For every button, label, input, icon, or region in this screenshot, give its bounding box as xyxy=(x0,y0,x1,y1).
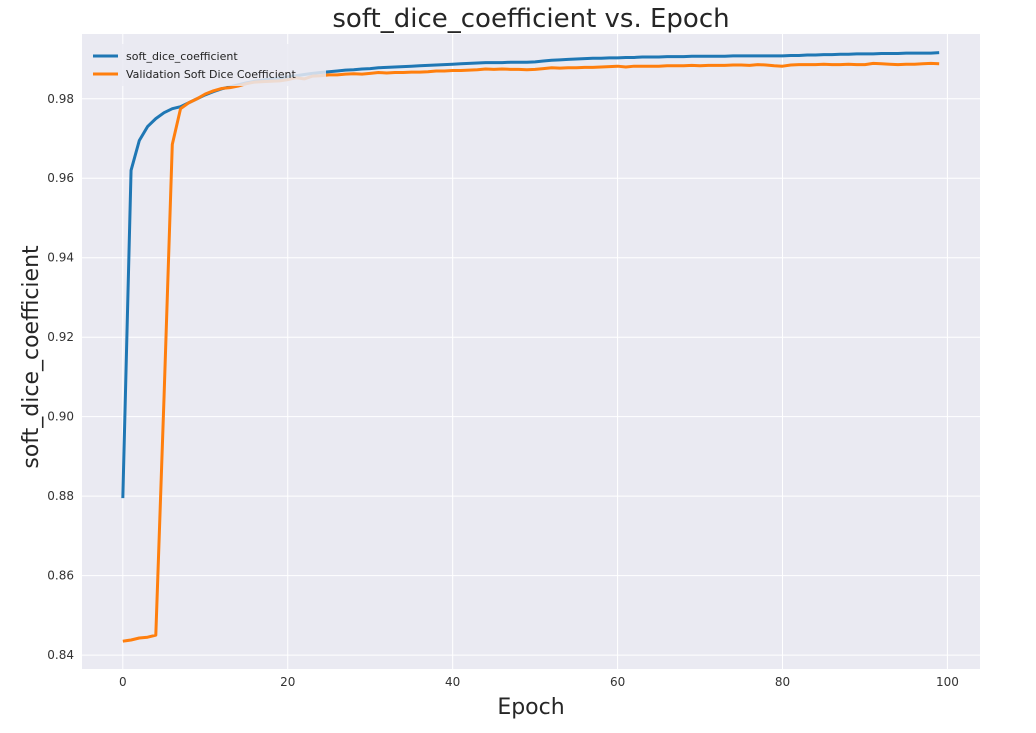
y-tick-label: 0.88 xyxy=(47,489,74,503)
x-tick-label: 0 xyxy=(119,675,127,689)
y-tick-labels: 0.84 0.86 0.88 0.90 0.92 0.94 0.96 0.98 xyxy=(47,92,74,662)
y-tick-label: 0.84 xyxy=(47,648,74,662)
x-axis-label: Epoch xyxy=(497,695,564,720)
y-tick-label: 0.98 xyxy=(47,92,74,106)
x-tick-labels: 0 20 40 60 80 100 xyxy=(119,675,959,689)
x-tick-label: 80 xyxy=(775,675,790,689)
y-tick-label: 0.96 xyxy=(47,171,74,185)
legend-label-soft-dice: soft_dice_coefficient xyxy=(126,50,238,63)
legend-label-validation: Validation Soft Dice Coefficient xyxy=(126,68,297,81)
y-tick-label: 0.92 xyxy=(47,330,74,344)
legend-box xyxy=(88,44,326,86)
chart-title: soft_dice_coefficient vs. Epoch xyxy=(332,4,729,34)
plot-area xyxy=(82,34,980,669)
y-tick-label: 0.94 xyxy=(47,251,74,265)
y-tick-label: 0.90 xyxy=(47,410,74,424)
y-axis-label: soft_dice_coefficient xyxy=(19,245,44,469)
legend: soft_dice_coefficient Validation Soft Di… xyxy=(88,44,326,86)
x-tick-label: 60 xyxy=(610,675,625,689)
x-tick-label: 100 xyxy=(936,675,959,689)
grid xyxy=(82,34,980,669)
y-tick-label: 0.86 xyxy=(47,569,74,583)
x-tick-label: 40 xyxy=(445,675,460,689)
x-tick-label: 20 xyxy=(280,675,295,689)
